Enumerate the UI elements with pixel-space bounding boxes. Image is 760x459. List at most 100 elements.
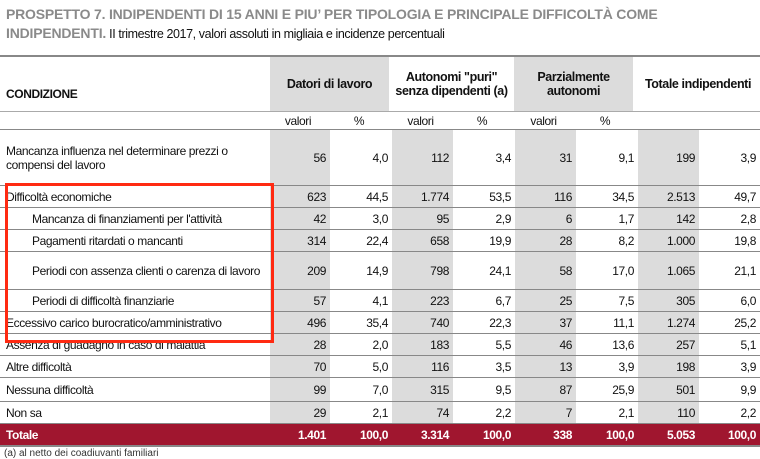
subheader-row: valori% valori% valori%	[0, 112, 760, 130]
value-cell: 13	[515, 356, 576, 377]
table-row: Nessuna difficoltà 99 7,0 315 9,5 87 25,9 501 9,…	[0, 378, 760, 402]
value-cell: 2,9	[495, 211, 512, 226]
value-cell: 6,0	[740, 293, 757, 308]
value-cell: 3,5	[495, 359, 512, 374]
value-cell: 53,5	[489, 189, 511, 204]
subheader-cell: valori	[284, 113, 312, 128]
value-cell: 223	[392, 290, 453, 311]
row-label: Assenza di guadagno in caso di malattia	[6, 337, 206, 352]
value-cell: 29	[270, 402, 330, 423]
table-row: Assenza di guadagno in caso di malattia 2…	[0, 334, 760, 356]
subheader-cell: %	[599, 113, 611, 128]
row-label: Difficoltà economiche	[6, 189, 112, 204]
value-cell: 7,5	[618, 293, 635, 308]
value-cell: 2,0	[372, 337, 389, 352]
value-cell: 183	[392, 334, 453, 355]
value-cell: 28	[515, 230, 576, 251]
title-subtitle: II trimestre 2017, valori assoluti in mi…	[106, 27, 445, 41]
table-row: Pagamenti ritardati o mancanti 314 22,4 658…	[0, 230, 760, 252]
value-cell: 2,8	[740, 211, 757, 226]
table-row: Mancanza influenza nel determinare prezz…	[0, 130, 760, 186]
table-row: Altre difficoltà 70 5,0 116 3,5 13 3,9 198 3,9	[0, 356, 760, 378]
value-cell: 740	[392, 312, 453, 333]
value-cell: 46	[515, 334, 576, 355]
value-cell: 5.053	[666, 427, 695, 442]
value-cell: 42	[270, 208, 330, 229]
value-cell: 209	[270, 252, 330, 289]
table-row: Difficoltà economiche 623 44,5 1.774 53,5 116…	[0, 186, 760, 208]
header-autonomi: Autonomi "puri" senza dipendenti (a)	[392, 57, 514, 111]
value-cell: 3,9	[618, 359, 635, 374]
value-cell: 49,7	[734, 189, 756, 204]
value-cell: 142	[638, 208, 699, 229]
value-cell: 8,2	[618, 233, 635, 248]
value-cell: 110	[638, 402, 699, 423]
row-label: Periodi di difficoltà finanziarie	[32, 293, 174, 308]
value-cell: 19,9	[489, 233, 511, 248]
data-table: CONDIZIONE Datori di lavoro Autonomi "pu…	[0, 55, 760, 447]
value-cell: 3,0	[372, 211, 389, 226]
value-cell: 25,2	[734, 315, 756, 330]
value-cell: 24,1	[489, 263, 511, 278]
row-label: Mancanza influenza nel determinare prezz…	[6, 143, 228, 172]
value-cell: 338	[553, 427, 572, 442]
value-cell: 57	[270, 290, 330, 311]
value-cell: 99	[270, 378, 330, 401]
row-label: Eccessivo carico burocratico/amministrat…	[6, 315, 222, 330]
value-cell: 22,3	[489, 315, 511, 330]
subheader-blank	[0, 112, 270, 129]
value-cell: 19,8	[734, 233, 756, 248]
header-row: CONDIZIONE Datori di lavoro Autonomi "pu…	[0, 57, 760, 112]
value-cell: 1.065	[638, 252, 699, 289]
value-cell: 95	[392, 208, 453, 229]
value-cell: 198	[638, 356, 699, 377]
value-cell: 112	[392, 130, 453, 185]
value-cell: 17,0	[612, 263, 634, 278]
header-parzialmente: Parzialmente autonomi	[514, 57, 636, 111]
subheader-cell	[699, 112, 760, 129]
table-row: Non sa 29 2,1 74 2,2 7 2,1 110 2,2	[0, 402, 760, 424]
value-cell: 70	[270, 356, 330, 377]
value-cell: 100,0	[359, 427, 388, 442]
value-cell: 9,5	[495, 382, 512, 397]
value-cell: 25	[515, 290, 576, 311]
row-label: Periodi con assenza clienti o carenza di…	[32, 263, 261, 278]
value-cell: 100,0	[605, 427, 634, 442]
value-cell: 87	[515, 378, 576, 401]
value-cell: 1.401	[297, 427, 326, 442]
value-cell: 22,4	[366, 233, 388, 248]
value-cell: 5,0	[372, 359, 389, 374]
row-label: Totale	[6, 427, 39, 442]
value-cell: 14,9	[366, 263, 388, 278]
value-cell: 1.274	[638, 312, 699, 333]
value-cell: 315	[392, 378, 453, 401]
value-cell: 28	[270, 334, 330, 355]
row-label: Altre difficoltà	[6, 359, 72, 374]
value-cell: 9,1	[618, 150, 635, 165]
value-cell: 35,4	[366, 315, 388, 330]
header-condizione: CONDIZIONE	[6, 87, 78, 101]
title-bold: PROSPETTO 7. INDIPENDENTI DI 15 ANNI E P…	[6, 6, 658, 41]
value-cell: 44,5	[366, 189, 388, 204]
row-label: Pagamenti ritardati o mancanti	[32, 233, 183, 248]
subheader-cell: valori	[530, 113, 557, 128]
value-cell: 2,2	[495, 405, 512, 420]
value-cell: 100,0	[482, 427, 511, 442]
table-row: Mancanza di finanziamenti per l'attività…	[0, 208, 760, 230]
value-cell: 25,9	[612, 382, 634, 397]
row-label: Nessuna difficoltà	[6, 382, 94, 397]
row-label: Mancanza di finanziamenti per l'attività	[32, 211, 222, 226]
value-cell: 3,9	[740, 150, 757, 165]
value-cell: 798	[392, 252, 453, 289]
value-cell: 3.314	[420, 427, 449, 442]
value-cell: 2.513	[638, 186, 699, 207]
value-cell: 2,1	[372, 405, 389, 420]
total-row: Totale 1.401 100,0 3.314 100,0 338 100,0 5.053 1…	[0, 424, 760, 447]
value-cell: 74	[392, 402, 453, 423]
value-cell: 5,5	[495, 337, 512, 352]
value-cell: 3,9	[740, 359, 757, 374]
value-cell: 4,0	[372, 150, 389, 165]
value-cell: 116	[515, 186, 576, 207]
value-cell: 496	[270, 312, 330, 333]
table-row: Periodi di difficoltà finanziarie 57 4,1 22…	[0, 290, 760, 312]
